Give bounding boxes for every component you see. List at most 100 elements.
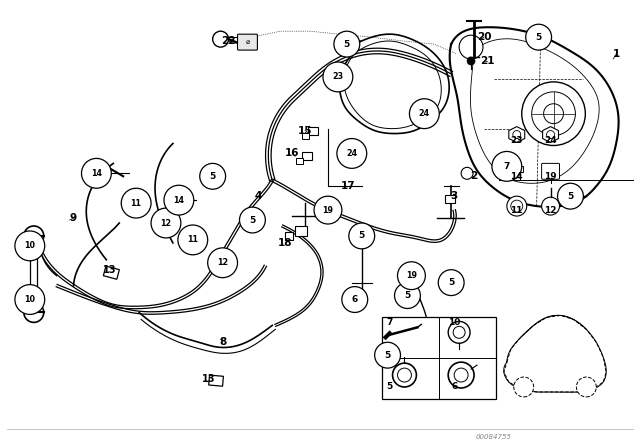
Circle shape xyxy=(453,326,465,338)
Text: 10: 10 xyxy=(24,295,35,304)
Text: 12: 12 xyxy=(217,258,228,267)
Circle shape xyxy=(507,196,527,216)
Text: 5: 5 xyxy=(567,192,573,201)
Text: 6: 6 xyxy=(351,295,358,304)
Bar xyxy=(514,170,520,180)
Circle shape xyxy=(24,302,44,323)
FancyBboxPatch shape xyxy=(237,34,257,50)
Circle shape xyxy=(15,284,45,314)
Circle shape xyxy=(410,99,439,129)
Text: 5: 5 xyxy=(250,215,255,224)
Text: 5: 5 xyxy=(385,351,390,360)
Circle shape xyxy=(200,164,225,189)
Text: 24: 24 xyxy=(419,109,430,118)
Circle shape xyxy=(212,31,228,47)
Text: 1: 1 xyxy=(612,49,620,59)
Circle shape xyxy=(81,159,111,188)
Text: 5: 5 xyxy=(209,172,216,181)
Circle shape xyxy=(522,82,586,146)
Text: 14: 14 xyxy=(91,169,102,178)
Text: ⌀: ⌀ xyxy=(245,39,250,45)
Bar xyxy=(103,266,120,279)
Circle shape xyxy=(132,199,140,207)
Bar xyxy=(302,152,312,160)
Circle shape xyxy=(397,262,426,289)
Text: 20: 20 xyxy=(477,32,492,42)
Text: 14: 14 xyxy=(511,172,523,181)
Polygon shape xyxy=(509,127,525,142)
Circle shape xyxy=(239,207,266,233)
Circle shape xyxy=(151,208,181,238)
Text: 23: 23 xyxy=(511,136,523,145)
Circle shape xyxy=(513,130,521,138)
Circle shape xyxy=(164,185,194,215)
Circle shape xyxy=(337,138,367,168)
Bar xyxy=(322,206,332,216)
Text: 4: 4 xyxy=(255,191,262,201)
Circle shape xyxy=(334,31,360,57)
Text: 7: 7 xyxy=(504,162,510,171)
Text: 5: 5 xyxy=(448,278,454,287)
Text: 12: 12 xyxy=(161,219,172,228)
Bar xyxy=(296,159,303,164)
Text: 24: 24 xyxy=(346,149,357,158)
Text: 7: 7 xyxy=(387,318,393,327)
FancyBboxPatch shape xyxy=(541,164,559,179)
Circle shape xyxy=(532,92,575,136)
Circle shape xyxy=(349,223,374,249)
Circle shape xyxy=(547,130,554,138)
Text: 5: 5 xyxy=(536,33,542,42)
Circle shape xyxy=(577,377,596,397)
Bar xyxy=(302,133,309,138)
Text: 8: 8 xyxy=(219,337,226,347)
Circle shape xyxy=(397,368,412,382)
Circle shape xyxy=(392,363,417,387)
Circle shape xyxy=(438,270,464,296)
Text: 11: 11 xyxy=(188,235,198,245)
Bar xyxy=(511,166,523,172)
Circle shape xyxy=(541,197,559,215)
Bar xyxy=(318,214,324,220)
Text: 19: 19 xyxy=(544,172,557,181)
Circle shape xyxy=(459,35,483,59)
Bar xyxy=(381,318,496,399)
Text: 18: 18 xyxy=(278,238,292,248)
Text: 12: 12 xyxy=(544,206,557,215)
Circle shape xyxy=(342,287,368,312)
Text: 14: 14 xyxy=(173,196,184,205)
Text: 11: 11 xyxy=(511,206,523,215)
Text: 24: 24 xyxy=(544,136,557,145)
Text: 6: 6 xyxy=(451,383,458,392)
Bar xyxy=(308,127,318,134)
Circle shape xyxy=(461,168,473,179)
Text: 13: 13 xyxy=(102,265,116,275)
Polygon shape xyxy=(543,127,559,142)
Text: 21: 21 xyxy=(480,56,494,66)
Text: 3: 3 xyxy=(451,191,458,201)
Text: 10: 10 xyxy=(448,318,460,327)
Text: 5: 5 xyxy=(358,232,365,241)
Bar xyxy=(401,280,408,286)
Text: 15: 15 xyxy=(298,125,312,136)
Circle shape xyxy=(557,183,583,209)
Text: 9: 9 xyxy=(70,213,77,223)
Circle shape xyxy=(208,248,237,278)
Text: 00084755: 00084755 xyxy=(476,434,512,439)
Circle shape xyxy=(467,57,475,65)
Circle shape xyxy=(511,200,523,212)
Circle shape xyxy=(448,321,470,343)
Circle shape xyxy=(543,104,563,124)
Bar xyxy=(406,271,415,282)
Circle shape xyxy=(417,101,432,116)
Circle shape xyxy=(178,225,208,255)
Bar xyxy=(285,232,293,240)
Circle shape xyxy=(344,142,360,159)
Text: 13: 13 xyxy=(202,374,216,384)
Text: 11: 11 xyxy=(131,198,141,207)
Circle shape xyxy=(448,362,474,388)
Text: 16: 16 xyxy=(285,148,300,159)
Circle shape xyxy=(394,283,420,309)
Bar xyxy=(445,195,455,203)
Circle shape xyxy=(492,151,522,181)
Text: 19: 19 xyxy=(323,206,333,215)
